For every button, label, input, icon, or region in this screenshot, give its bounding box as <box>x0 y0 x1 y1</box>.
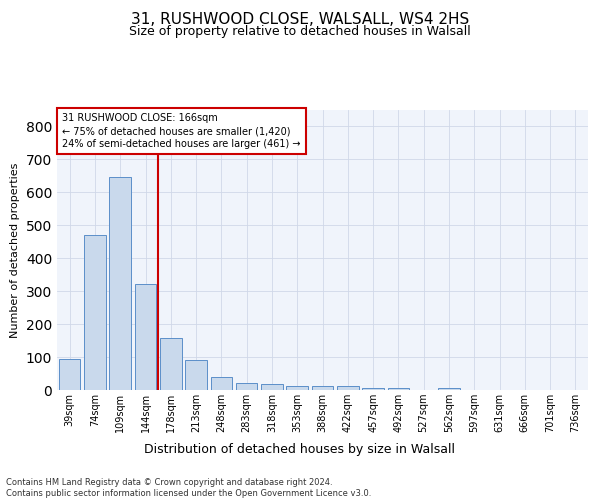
Bar <box>362 388 384 390</box>
Bar <box>59 360 80 390</box>
Bar <box>388 388 409 390</box>
Bar <box>211 378 232 390</box>
Bar <box>312 386 333 390</box>
Y-axis label: Number of detached properties: Number of detached properties <box>10 162 20 338</box>
Bar <box>109 176 131 390</box>
Bar <box>84 235 106 390</box>
Bar <box>438 388 460 390</box>
Text: Size of property relative to detached houses in Walsall: Size of property relative to detached ho… <box>129 25 471 38</box>
Bar <box>135 284 156 390</box>
Bar <box>286 386 308 390</box>
Text: Contains HM Land Registry data © Crown copyright and database right 2024.
Contai: Contains HM Land Registry data © Crown c… <box>6 478 371 498</box>
Bar <box>337 386 359 390</box>
Text: 31 RUSHWOOD CLOSE: 166sqm
← 75% of detached houses are smaller (1,420)
24% of se: 31 RUSHWOOD CLOSE: 166sqm ← 75% of detac… <box>62 113 301 149</box>
Text: 31, RUSHWOOD CLOSE, WALSALL, WS4 2HS: 31, RUSHWOOD CLOSE, WALSALL, WS4 2HS <box>131 12 469 28</box>
Bar <box>185 360 207 390</box>
Bar <box>160 338 182 390</box>
Bar <box>236 383 257 390</box>
Bar <box>261 384 283 390</box>
Text: Distribution of detached houses by size in Walsall: Distribution of detached houses by size … <box>145 442 455 456</box>
